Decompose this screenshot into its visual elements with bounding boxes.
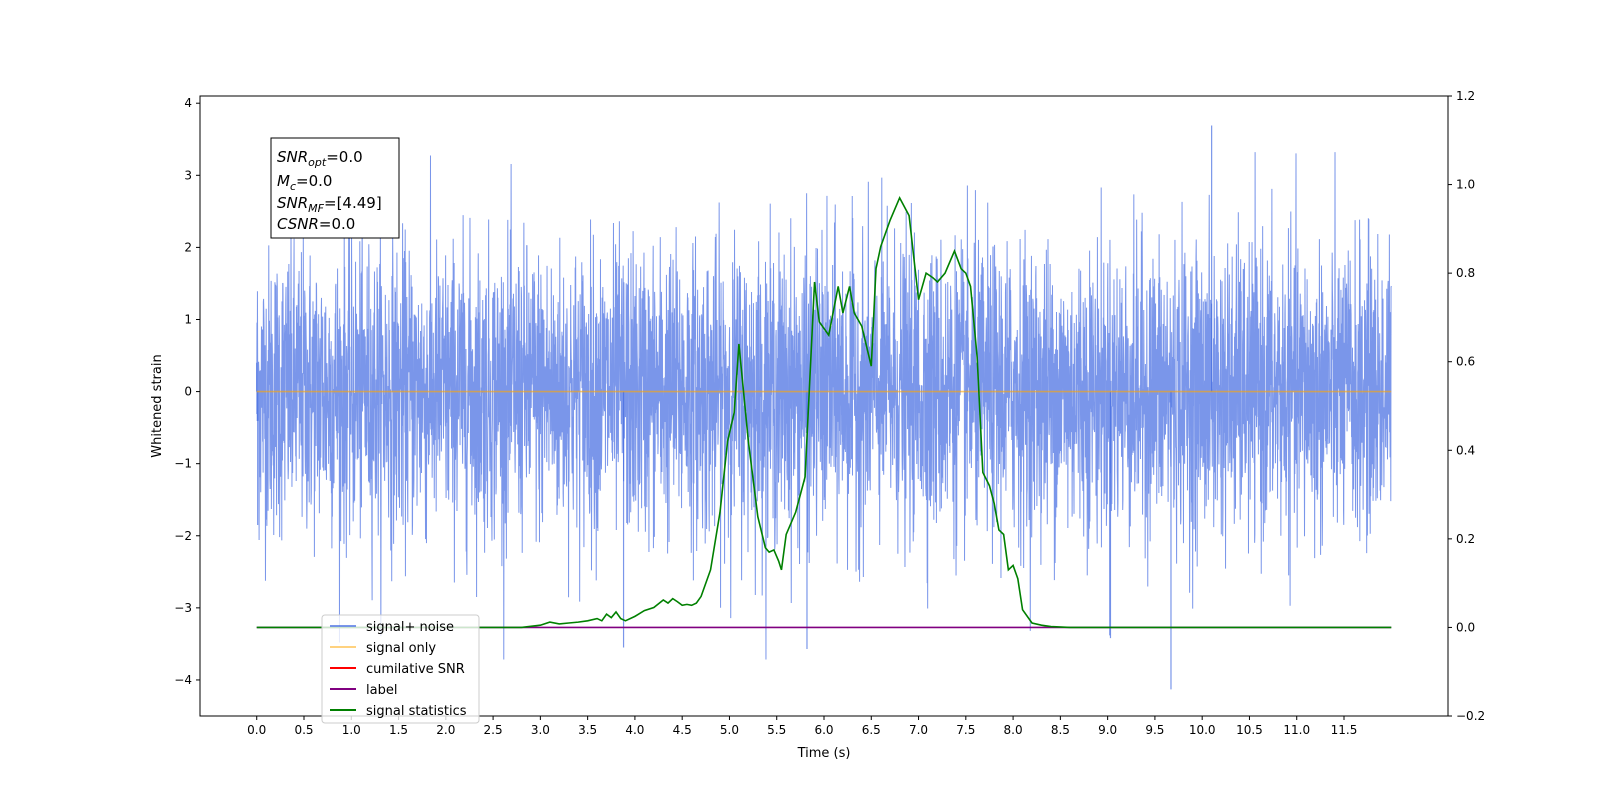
x-tick-label-15: 7.5 <box>956 723 975 737</box>
legend-frame <box>321 614 480 724</box>
x-tick-label-3: 1.5 <box>389 723 408 737</box>
x-tick-label-16: 8.0 <box>1004 723 1023 737</box>
x-tick-label-8: 4.0 <box>625 723 644 737</box>
x-tick-label-0: 0.0 <box>247 723 266 737</box>
y-tick-label-0: 4 <box>184 96 192 110</box>
y2-tick-label-1: 1.0 <box>1456 178 1475 192</box>
legend: signal+ noise signal only cumilative SNR… <box>321 614 480 724</box>
y-tick-label-7: −3 <box>174 601 192 615</box>
legend-label-signal-only: signal only <box>366 641 436 656</box>
x-tick-label-21: 10.5 <box>1236 723 1263 737</box>
x-tick-label-19: 9.5 <box>1145 723 1164 737</box>
y2-tick-label-4: 0.4 <box>1456 443 1475 457</box>
x-tick-label-12: 6.0 <box>814 723 833 737</box>
x-tick-label-10: 5.0 <box>720 723 739 737</box>
y2-tick-label-5: 0.2 <box>1456 532 1475 546</box>
y2-tick-label-6: 0.0 <box>1456 620 1475 634</box>
x-tick-label-17: 8.5 <box>1051 723 1070 737</box>
x-tick-label-14: 7.0 <box>909 723 928 737</box>
legend-label-signal-statistics: signal statistics <box>366 704 467 719</box>
x-axis: 0.0 0.5 1.0 1.5 2.0 2.5 3.0 3.5 4.0 4.5 5.0 5.5 6.0 6… <box>247 716 1357 737</box>
legend-label-cumulative-snr: cumilative SNR <box>366 662 465 677</box>
x-axis-label: Time (s) <box>797 746 851 761</box>
x-tick-label-23: 11.5 <box>1331 723 1358 737</box>
x-tick-label-5: 2.5 <box>484 723 503 737</box>
info-box: SNRopt=0.0 Mc=0.0 SNRMF=[4.49] CSNR=0.0 <box>270 137 400 239</box>
y2-tick-label-2: 0.8 <box>1456 266 1475 280</box>
snr-opt-text: SNRopt=0.0 <box>277 148 363 169</box>
x-tick-label-9: 4.5 <box>673 723 692 737</box>
plot-area <box>256 125 1392 690</box>
x-tick-label-13: 6.5 <box>862 723 881 737</box>
x-tick-label-11: 5.5 <box>767 723 786 737</box>
x-tick-label-18: 9.0 <box>1098 723 1117 737</box>
mc-text: Mc=0.0 <box>277 172 332 193</box>
x-tick-label-20: 10.0 <box>1189 723 1216 737</box>
x-tick-label-7: 3.5 <box>578 723 597 737</box>
x-tick-label-1: 0.5 <box>294 723 313 737</box>
y-tick-label-8: −4 <box>174 673 192 687</box>
x-tick-label-4: 2.0 <box>436 723 455 737</box>
y-tick-label-4: 0 <box>184 385 192 399</box>
y-tick-label-3: 1 <box>184 312 192 326</box>
legend-label-signal-noise: signal+ noise <box>366 620 454 635</box>
x-tick-label-22: 11.0 <box>1283 723 1310 737</box>
series-signal-statistics <box>256 196 1392 629</box>
y-tick-label-1: 3 <box>184 168 192 182</box>
x-tick-label-6: 3.0 <box>531 723 550 737</box>
x-tick-label-2: 1.0 <box>342 723 361 737</box>
y2-tick-label-3: 0.6 <box>1456 355 1475 369</box>
snr-mf-text: SNRMF=[4.49] <box>277 194 382 215</box>
y-tick-label-6: −2 <box>174 529 192 543</box>
y-axis-label: Whitened strain <box>150 354 165 457</box>
y-tick-label-5: −1 <box>174 457 192 471</box>
csnr-text: CSNR=0.0 <box>277 215 355 233</box>
y-axis-left: 4 3 2 1 0 −1 −2 −3 −4 <box>174 96 200 687</box>
y-axis-right: 1.2 1.0 0.8 0.6 0.4 0.2 0.0 −0.2 <box>1448 89 1485 723</box>
y2-tick-label-0: 1.2 <box>1456 89 1475 103</box>
info-box-frame <box>270 137 400 239</box>
y2-tick-label-7: −0.2 <box>1456 709 1485 723</box>
series-signal-noise <box>256 152 1392 660</box>
y-tick-label-2: 2 <box>184 240 192 254</box>
legend-label-label: label <box>366 683 397 698</box>
